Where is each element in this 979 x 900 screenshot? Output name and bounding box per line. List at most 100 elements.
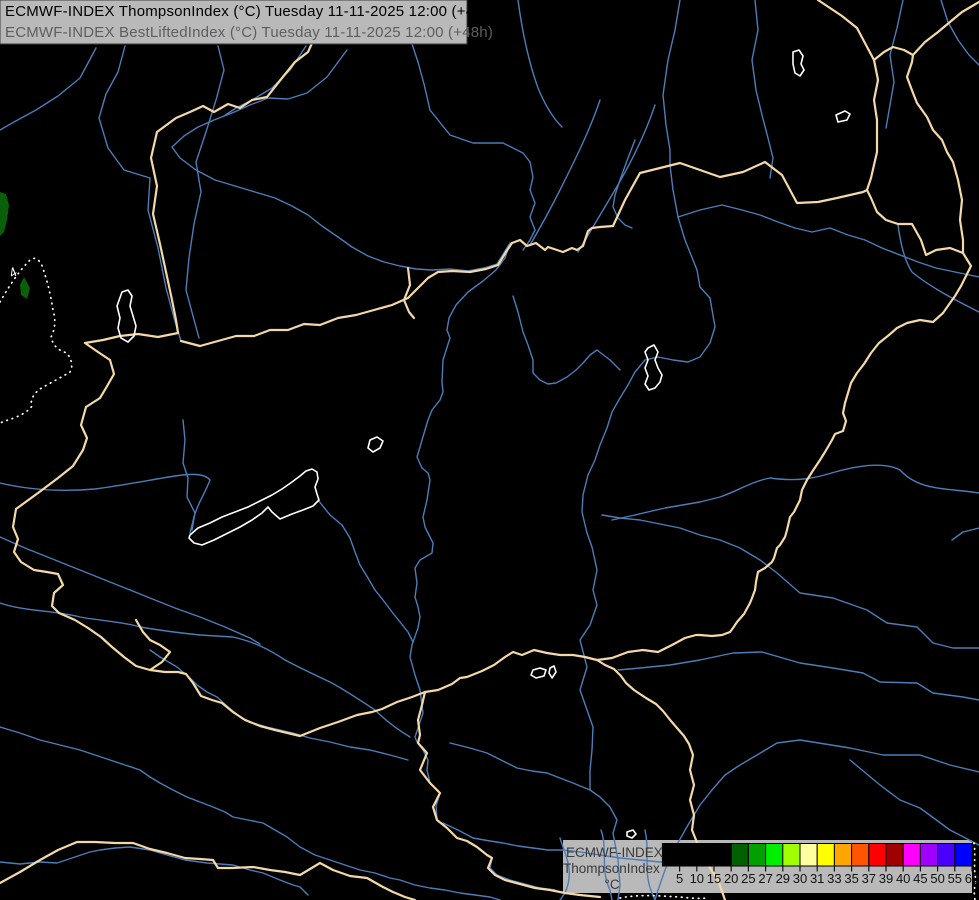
header-panel-background xyxy=(0,0,468,45)
legend-tick-value: 20 xyxy=(724,871,738,886)
legend-tick-value: 37 xyxy=(862,871,876,886)
river-vah xyxy=(185,45,225,339)
lake xyxy=(626,829,637,839)
border xyxy=(148,648,599,738)
river-morava xyxy=(98,45,182,342)
legend-tick-value: 27 xyxy=(758,871,772,886)
legend-swatch xyxy=(679,843,698,867)
legend-swatch xyxy=(799,843,818,867)
lake xyxy=(530,667,547,679)
border xyxy=(179,160,869,348)
legend-title-block: ECMWF-INDEX ThompsonIndex °C xyxy=(563,845,663,892)
legend-swatch xyxy=(765,843,784,867)
river xyxy=(577,104,656,253)
river-mura xyxy=(0,536,261,645)
legend-swatch xyxy=(730,843,749,867)
legend-swatch xyxy=(747,843,767,867)
river xyxy=(849,759,979,846)
legend-title-line2: ThompsonIndex xyxy=(563,861,660,876)
river xyxy=(182,419,196,531)
lake xyxy=(835,110,851,123)
border xyxy=(416,690,602,899)
river-ipel xyxy=(612,139,636,229)
legend-tick-value: 15 xyxy=(707,871,721,886)
river xyxy=(951,527,979,541)
legend-swatch xyxy=(713,843,732,867)
border xyxy=(595,658,727,900)
header-panel: ECMWF-INDEX ThompsonIndex (°C) Tuesday 1… xyxy=(0,0,497,45)
thompson-index-patches xyxy=(0,192,30,299)
legend-tick-marks xyxy=(678,866,973,872)
river xyxy=(644,829,656,900)
border xyxy=(595,633,702,662)
lake-balaton xyxy=(188,468,320,546)
border xyxy=(0,840,417,900)
legend-swatch xyxy=(868,843,887,867)
contour-line xyxy=(973,842,977,900)
river xyxy=(529,99,601,246)
river-somes xyxy=(897,224,979,313)
border xyxy=(865,188,965,257)
border xyxy=(872,0,979,62)
legend-tick-value: 30 xyxy=(793,871,807,886)
river-tisza xyxy=(579,0,716,900)
legend-tick-value: 50 xyxy=(930,871,944,886)
legend-tick-labels: 5 10 15 20 25 27 29 30 31 33 35 37 39 40 45 50 55 60 xyxy=(676,871,979,886)
lake-tisza xyxy=(644,344,663,391)
index-patch xyxy=(0,192,9,236)
border xyxy=(11,341,116,615)
header-title-best-lifted-index: ECMWF-INDEX BestLiftedIndex (°C) Tuesday… xyxy=(5,24,493,41)
legend-tick-value: 31 xyxy=(810,871,824,886)
river xyxy=(517,0,563,128)
river xyxy=(885,0,904,129)
legend-swatch xyxy=(696,843,715,867)
river-zala xyxy=(0,473,211,534)
contour-line xyxy=(619,894,707,900)
river-koros-south xyxy=(601,514,979,649)
river xyxy=(0,47,97,131)
lake-neusiedl xyxy=(116,289,137,343)
river xyxy=(600,829,613,900)
river xyxy=(449,742,591,791)
river-sio xyxy=(317,499,414,643)
border xyxy=(155,0,330,134)
legend-tick-value: 40 xyxy=(896,871,910,886)
border xyxy=(57,611,172,672)
lake xyxy=(792,49,805,77)
legend-tick-value: 25 xyxy=(741,871,755,886)
contour-line xyxy=(0,257,73,424)
legend-swatches xyxy=(661,843,973,867)
river-koros xyxy=(611,464,979,521)
legend-swatch xyxy=(885,843,904,867)
lake-outlines xyxy=(116,49,851,839)
lake xyxy=(548,665,557,679)
river-ipoly xyxy=(411,43,536,251)
legend-title-line1: ECMWF-INDEX xyxy=(566,845,663,860)
legend-swatch xyxy=(782,843,801,867)
border xyxy=(698,251,973,638)
legend-swatch xyxy=(937,843,956,867)
border xyxy=(816,0,880,192)
legend-tick-value: 33 xyxy=(827,871,841,886)
legend-swatch xyxy=(816,843,835,867)
legend-tick-value: 5 xyxy=(676,871,683,886)
border xyxy=(83,331,180,345)
legend-tick-value: 60 xyxy=(965,871,979,886)
river xyxy=(940,0,979,66)
river-maros xyxy=(617,651,979,701)
legend-swatch xyxy=(902,843,921,867)
header-title-thompson-index: ECMWF-INDEX ThompsonIndex (°C) Tuesday 1… xyxy=(5,3,497,20)
legend-tick-value: 35 xyxy=(844,871,858,886)
legend-tick-value: 45 xyxy=(913,871,927,886)
legend-swatch xyxy=(833,843,853,867)
river-drava xyxy=(0,602,411,738)
legend-tick-value: 39 xyxy=(879,871,893,886)
legend-unit-label: °C xyxy=(604,877,619,892)
legend-swatch xyxy=(851,843,870,867)
legend-tick-value: 55 xyxy=(948,871,962,886)
border xyxy=(149,130,180,335)
river-upper-tisza-branch xyxy=(677,204,979,278)
